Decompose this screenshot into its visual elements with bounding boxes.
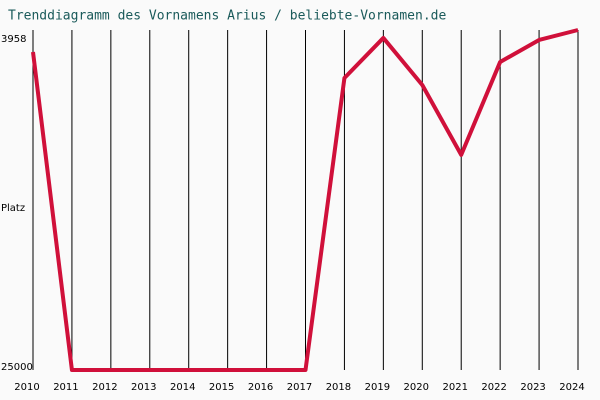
x-tick-label: 2015: [209, 382, 234, 393]
x-tick-label: 2022: [481, 382, 506, 393]
x-tick-label: 2021: [442, 382, 467, 393]
x-tick-label: 2013: [131, 382, 156, 393]
line: [31, 28, 579, 372]
chart-title: Trenddiagramm des Vornamens Arius / beli…: [8, 9, 446, 24]
x-tick-label: 2020: [404, 382, 429, 393]
y-tick-label: 25000: [1, 362, 33, 373]
y-tick-label: 3958: [1, 34, 26, 45]
x-tick-label: 2014: [170, 382, 195, 393]
y-axis-label: Platz: [1, 203, 25, 214]
x-tick-label: 2023: [520, 382, 545, 393]
x-tick-label: 2018: [326, 382, 351, 393]
x-tick-label: 2019: [365, 382, 390, 393]
x-tick-label: 2010: [14, 382, 39, 393]
x-tick-label: 2016: [248, 382, 273, 393]
x-tick-label: 2017: [287, 382, 312, 393]
x-tick-label: 2024: [559, 382, 584, 393]
x-tick-label: 2012: [92, 382, 117, 393]
x-tick-label: 2011: [53, 382, 78, 393]
